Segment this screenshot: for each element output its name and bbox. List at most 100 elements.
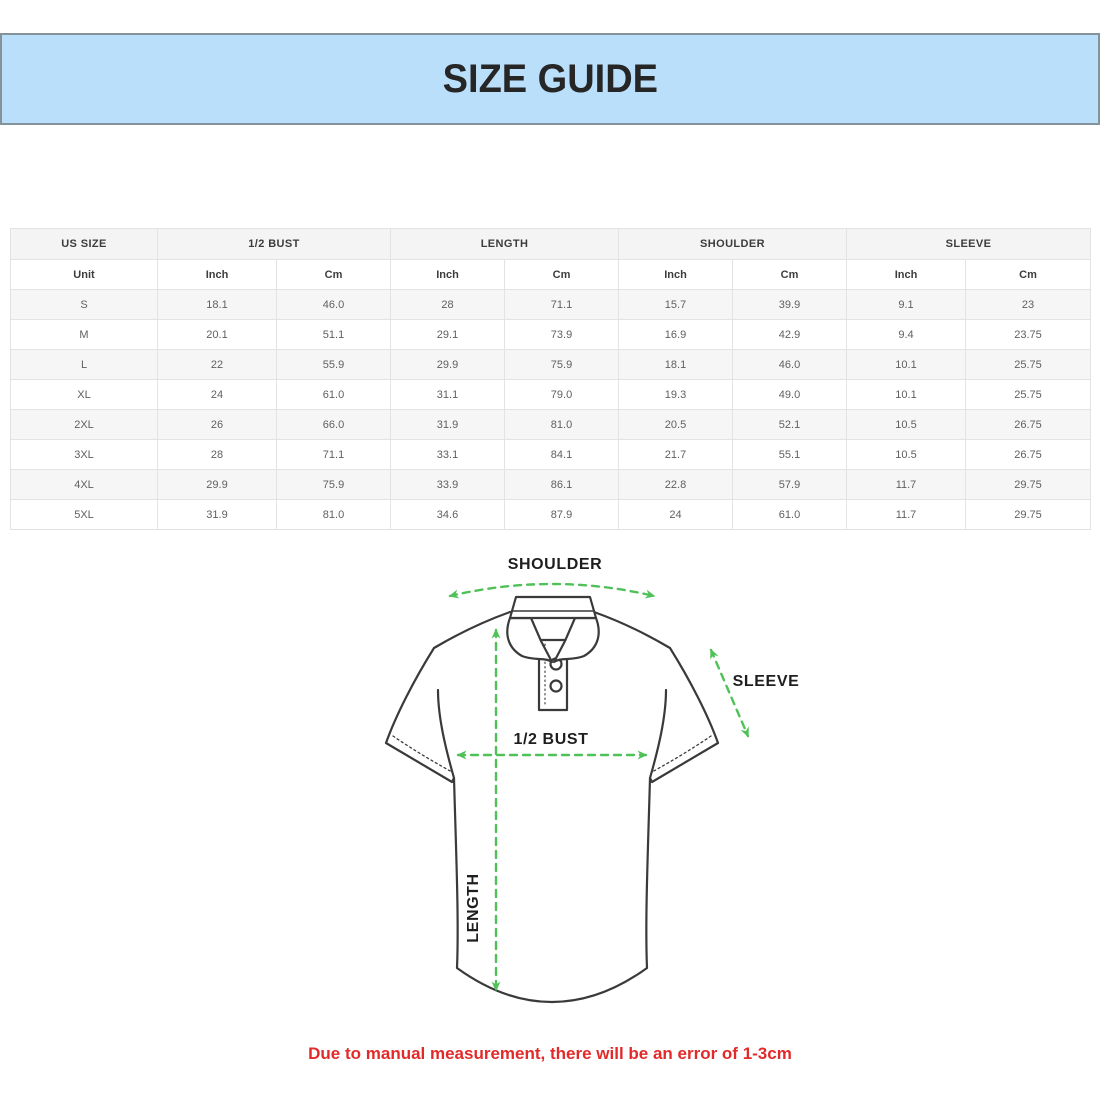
measurement-disclaimer: Due to manual measurement, there will be… [308, 1044, 792, 1063]
measurement-cell: 42.9 [732, 319, 847, 350]
size-label-cell: 3XL [10, 439, 158, 470]
table-row: 5XL 31.9 81.0 34.6 87.9 24 61.0 11.7 29.75 [10, 499, 1091, 530]
size-label-cell: 5XL [10, 499, 158, 530]
measurement-cell: 73.9 [504, 319, 619, 350]
shoulder-measure-arrow [448, 582, 656, 599]
measurement-cell: 22.8 [618, 469, 733, 500]
measurement-cell: 28 [390, 289, 505, 320]
measurement-cell: 46.0 [732, 349, 847, 380]
col-header-length: LENGTH [390, 228, 619, 260]
measurement-cell: 10.1 [846, 349, 966, 380]
measurement-cell: 11.7 [846, 469, 966, 500]
measurement-cell: 11.7 [846, 499, 966, 530]
size-label-cell: 2XL [10, 409, 158, 440]
polo-shirt-illustration: SHOULDER SLEEVE 1/2 BUST LENGTH [384, 556, 800, 1004]
measurement-cell: 16.9 [618, 319, 733, 350]
measurement-cell: 9.4 [846, 319, 966, 350]
sleeve-label: SLEEVE [733, 673, 800, 690]
bust-label: 1/2 BUST [513, 731, 588, 748]
measurement-cell: 26.75 [965, 409, 1091, 440]
shoulder-label: SHOULDER [508, 556, 603, 573]
measurement-cell: 61.0 [276, 379, 391, 410]
measurement-cell: 10.5 [846, 409, 966, 440]
measurement-cell: 55.1 [732, 439, 847, 470]
table-unit-header-row: Unit Inch Cm Inch Cm Inch Cm Inch Cm [10, 259, 1091, 290]
unit-header-cell: Cm [504, 259, 619, 290]
size-label-cell: L [10, 349, 158, 380]
table-row: S 18.1 46.0 28 71.1 15.7 39.9 9.1 23 [10, 289, 1091, 320]
measurement-cell: 31.9 [390, 409, 505, 440]
button-bottom [549, 679, 563, 693]
col-header-us-size: US SIZE [10, 228, 158, 260]
measurement-cell: 24 [157, 379, 277, 410]
measurement-cell: 75.9 [276, 469, 391, 500]
table-row: 4XL 29.9 75.9 33.9 86.1 22.8 57.9 11.7 29.75 [10, 469, 1091, 500]
measurement-cell: 25.75 [965, 379, 1091, 410]
measurement-cell: 66.0 [276, 409, 391, 440]
measurement-cell: 39.9 [732, 289, 847, 320]
measurement-cell: 29.75 [965, 469, 1091, 500]
collar-band [508, 595, 598, 620]
measurement-cell: 29.75 [965, 499, 1091, 530]
measurement-cell: 31.9 [157, 499, 277, 530]
col-header-shoulder: SHOULDER [618, 228, 847, 260]
measurement-cell: 29.1 [390, 319, 505, 350]
measurement-cell: 75.9 [504, 349, 619, 380]
table-row: XL 24 61.0 31.1 79.0 19.3 49.0 10.1 25.75 [10, 379, 1091, 410]
size-table-container: US SIZE 1/2 BUST LENGTH SHOULDER SLEEVE … [10, 228, 1091, 530]
table-row: 3XL 28 71.1 33.1 84.1 21.7 55.1 10.5 26.75 [10, 439, 1091, 470]
measurement-cell: 31.1 [390, 379, 505, 410]
measurement-cell: 52.1 [732, 409, 847, 440]
table-group-header-row: US SIZE 1/2 BUST LENGTH SHOULDER SLEEVE [10, 228, 1091, 260]
length-label: LENGTH [465, 873, 482, 942]
page-title: SIZE GUIDE [442, 56, 658, 101]
measurement-cell: 20.1 [157, 319, 277, 350]
unit-header-cell: Inch [157, 259, 277, 290]
col-header-sleeve: SLEEVE [846, 228, 1091, 260]
size-label-cell: 4XL [10, 469, 158, 500]
measurement-cell: 84.1 [504, 439, 619, 470]
measurement-cell: 10.5 [846, 439, 966, 470]
measurement-cell: 79.0 [504, 379, 619, 410]
unit-header-cell: Unit [10, 259, 158, 290]
measurement-cell: 55.9 [276, 349, 391, 380]
measurement-cell: 18.1 [157, 289, 277, 320]
right-cuff-stitch [651, 735, 712, 773]
table-row: 2XL 26 66.0 31.9 81.0 20.5 52.1 10.5 26.75 [10, 409, 1091, 440]
size-label-cell: XL [10, 379, 158, 410]
measurement-cell: 22 [157, 349, 277, 380]
unit-header-cell: Inch [618, 259, 733, 290]
collar-right-flap [552, 616, 600, 664]
measurement-cell: 86.1 [504, 469, 619, 500]
measurement-cell: 25.75 [965, 349, 1091, 380]
size-table-body: S 18.1 46.0 28 71.1 15.7 39.9 9.1 23 M 20.1 51.1 29.… [10, 289, 1091, 530]
size-label-cell: S [10, 289, 158, 320]
measurement-cell: 29.9 [157, 469, 277, 500]
measurement-cell: 57.9 [732, 469, 847, 500]
measurement-cell: 29.9 [390, 349, 505, 380]
col-header-half-bust: 1/2 BUST [157, 228, 391, 260]
measurement-cell: 24 [618, 499, 733, 530]
measurement-cell: 33.1 [390, 439, 505, 470]
measurement-cell: 33.9 [390, 469, 505, 500]
measurement-cell: 20.5 [618, 409, 733, 440]
measurement-cell: 51.1 [276, 319, 391, 350]
table-row: M 20.1 51.1 29.1 73.9 16.9 42.9 9.4 23.75 [10, 319, 1091, 350]
collar-left-flap [506, 616, 554, 664]
size-table: US SIZE 1/2 BUST LENGTH SHOULDER SLEEVE … [10, 228, 1091, 530]
size-label-cell: M [10, 319, 158, 350]
measurement-cell: 21.7 [618, 439, 733, 470]
measurement-cell: 34.6 [390, 499, 505, 530]
left-armhole-seam [436, 688, 456, 780]
measurement-cell: 81.0 [276, 499, 391, 530]
right-armhole-seam [648, 688, 668, 780]
measurement-cell: 87.9 [504, 499, 619, 530]
measurement-cell: 71.1 [276, 439, 391, 470]
unit-header-cell: Cm [732, 259, 847, 290]
unit-header-cell: Cm [276, 259, 391, 290]
unit-header-cell: Inch [390, 259, 505, 290]
left-cuff-stitch [392, 735, 453, 773]
measurement-cell: 23 [965, 289, 1091, 320]
measurement-cell: 81.0 [504, 409, 619, 440]
measurement-cell: 46.0 [276, 289, 391, 320]
